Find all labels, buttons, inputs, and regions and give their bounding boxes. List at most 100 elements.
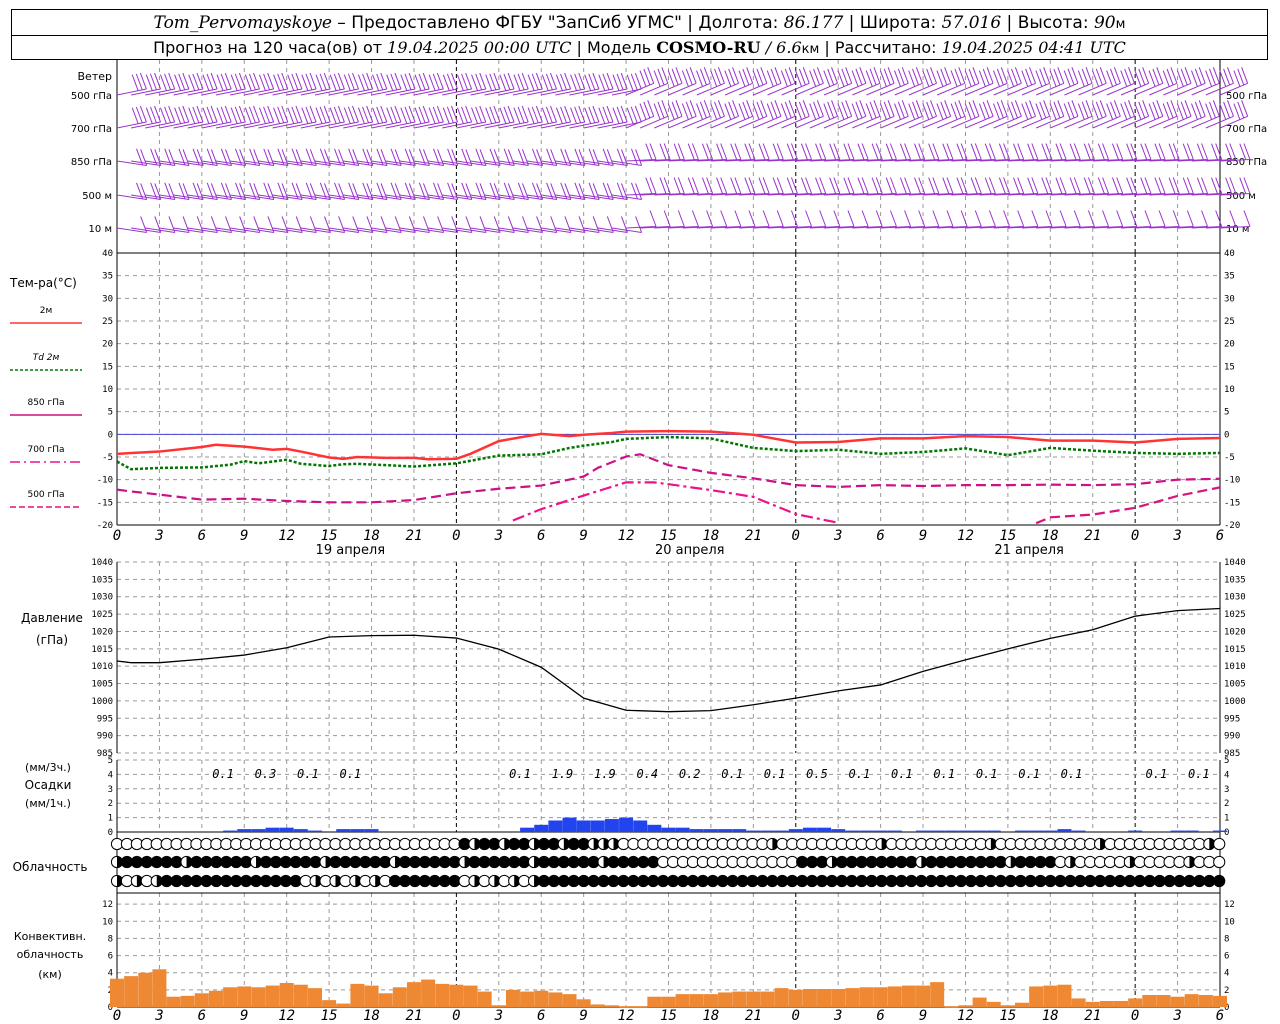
conv-bar (435, 983, 450, 1007)
temp-tick-label: 35 (1224, 272, 1235, 282)
series-td2m (117, 435, 1220, 471)
conv-tick-label: 4 (1224, 969, 1229, 979)
latitude: 57.016 (941, 13, 1002, 33)
precip-bar (237, 829, 252, 832)
x-tick-label: 3 (494, 528, 503, 544)
cloud-symbol-half (335, 875, 342, 887)
x-tick-label: 3 (833, 528, 842, 544)
pressure-tick-label: 1030 (1224, 593, 1246, 603)
header-line-1: Tom_Pervomayskoye – Предоставлено ФГБУ "… (12, 10, 1267, 36)
precip-bar (1043, 830, 1058, 832)
pressure-tick-label: 1020 (1224, 627, 1246, 637)
x-tick-label: 0 (113, 1008, 121, 1024)
conv-bar (1114, 1001, 1129, 1007)
precip-3h-label: 0.1 (509, 767, 531, 781)
conv-bar (774, 988, 789, 1007)
x-tick-label: 9 (240, 528, 248, 544)
wind-level-label: 500 гПа (71, 91, 112, 102)
conv-bar (930, 982, 945, 1007)
precip-bar (845, 830, 860, 832)
temp-tick-label: -10 (97, 476, 113, 486)
conv-tick-label: 12 (102, 900, 113, 910)
cloud-symbol-half (117, 856, 123, 868)
conv-bar (1213, 995, 1227, 1007)
cloud-symbol-half (613, 838, 620, 850)
conv-bar (1043, 985, 1058, 1007)
conv-bar (958, 1005, 973, 1007)
cloud-symbol-half (1209, 838, 1215, 850)
precip-3h-label: 0.1 (1146, 767, 1168, 781)
precip-bar (279, 827, 294, 832)
precip-tick-label: 1 (1224, 814, 1229, 824)
conv-bar (887, 986, 902, 1007)
pressure-tick-label: 1000 (91, 697, 113, 707)
wind-level-label: 700 гПа (71, 124, 112, 135)
precip-bar (873, 830, 888, 832)
temp-tick-label: 10 (102, 385, 113, 395)
conv-bar (1085, 1001, 1100, 1007)
x-tick-label: 0 (113, 528, 121, 544)
conv-bar (788, 989, 803, 1007)
conv-bar (1099, 1001, 1114, 1007)
cloud-symbol-half (464, 856, 471, 868)
precip-bar (520, 827, 535, 832)
x-tick-label: 21 (1084, 1008, 1101, 1024)
precip-bar (265, 827, 280, 832)
temp-tick-label: 20 (1224, 340, 1235, 350)
precip-bar (972, 830, 987, 832)
temp-tick-label: -20 (97, 521, 113, 531)
cloud-symbol-half (136, 875, 143, 887)
x-tick-label: 9 (919, 528, 927, 544)
conv-bar (817, 989, 832, 1007)
conv-bar (661, 996, 676, 1007)
cloud-symbol-half (156, 875, 163, 887)
pressure-tick-label: 985 (1224, 749, 1240, 759)
precip-bar (619, 817, 634, 832)
precip-bar (760, 830, 775, 832)
pressure-tick-label: 1025 (1224, 610, 1246, 620)
header: Tom_Pervomayskoye – Предоставлено ФГБУ "… (11, 9, 1268, 60)
precip-3h-label: 0.1 (976, 767, 998, 781)
conv-bar (1057, 984, 1072, 1007)
conv-bar (350, 983, 365, 1007)
x-tick-label: 15 (999, 1008, 1016, 1024)
cloud-symbol-half (514, 875, 520, 887)
x-tick-label: 6 (537, 528, 545, 544)
conv-bar (703, 994, 718, 1007)
precip-3h-label: 1.9 (552, 767, 574, 781)
x-tick-label: 18 (1042, 528, 1059, 544)
conv-bar (449, 984, 464, 1007)
cloud-symbol-half (1070, 856, 1076, 868)
x-tick-label: 6 (537, 1008, 545, 1024)
station-name: Tom_Pervomayskoye (153, 13, 332, 33)
temp-tick-label: 0 (1224, 430, 1229, 440)
forecast-label: Прогноз на 120 часа(ов) от (153, 38, 388, 57)
conv-bar (180, 995, 195, 1007)
x-tick-label: 9 (240, 1008, 248, 1024)
temp-tick-label: 10 (1224, 385, 1235, 395)
pressure-tick-label: 1030 (91, 593, 113, 603)
date-label: 21 апреля (994, 543, 1064, 558)
precip-3h-label: 0.1 (849, 767, 871, 781)
x-tick-label: 6 (198, 528, 206, 544)
precip-3h-label: 0.1 (212, 767, 234, 781)
temp-tick-label: 40 (102, 249, 113, 259)
precip-bar (1029, 830, 1044, 832)
x-tick-label: 15 (660, 528, 677, 544)
cloud-symbol-half (593, 838, 600, 850)
temp-legend-label: 700 гПа (27, 445, 64, 455)
conv-tick-label: 2 (1224, 986, 1229, 996)
x-tick-label: 3 (1172, 1008, 1181, 1024)
date-label: 19 апреля (316, 543, 386, 558)
temp-tick-label: 5 (108, 408, 113, 418)
cloud-symbols (110, 837, 1226, 888)
conv-bar (1156, 995, 1171, 1007)
x-tick-label: 6 (198, 1008, 206, 1024)
precip-3h-label: 0.1 (1188, 767, 1210, 781)
precip-3h-label: 0.4 (636, 767, 658, 781)
x-tick-label: 18 (363, 1008, 380, 1024)
x-tick-label: 0 (452, 1008, 460, 1024)
temp-tick-label: -20 (1224, 521, 1240, 531)
temp-legend-label: 500 гПа (27, 490, 64, 500)
